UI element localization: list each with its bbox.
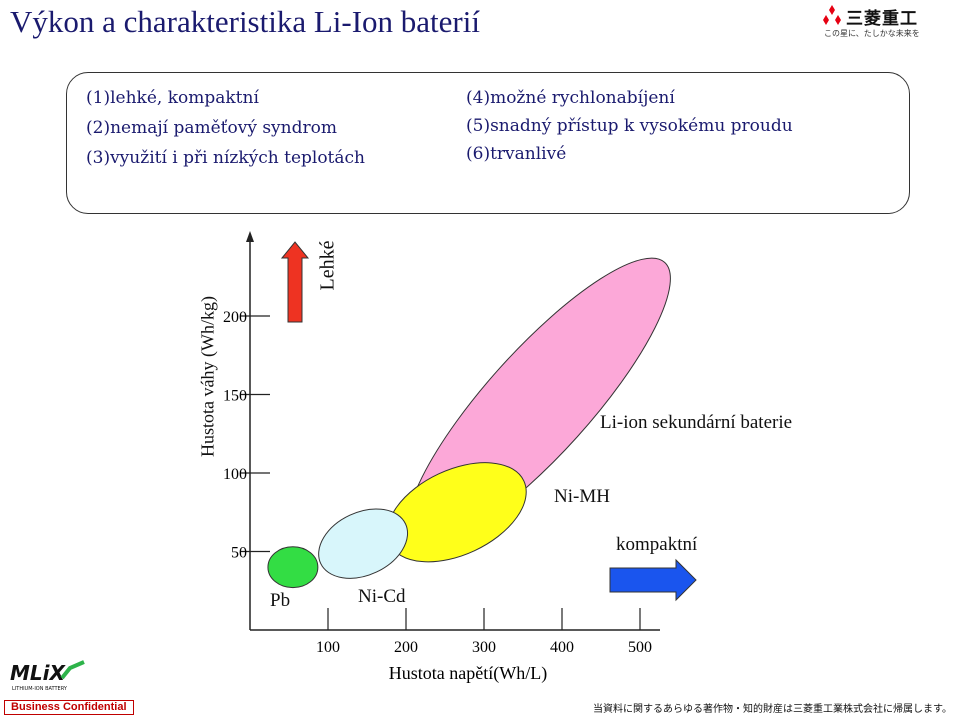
x-tick-label: 200 [394,639,418,656]
mlix-subtitle: LITHIUM-ION BATTERY [12,686,68,692]
series-region-ni-cd [318,508,409,579]
x-tick-label: 400 [550,639,574,656]
y-axis-label-wrap: Hustota váhy (Wh/kg) [188,296,268,457]
logo-tagline: この星に、たしかな未来を [824,29,920,38]
feature-item: (3)využití i při nízkých teplotách [86,148,365,168]
y-tick-label: 150 [223,388,247,405]
feature-item: (6)trvanlivé [466,144,567,164]
copyright-notice: 当資料に関するあらゆる著作物・知的財産は三菱重工業株式会社に帰属します。 [593,704,952,715]
confidential-badge: Business Confidential [4,700,134,715]
y-axis-label: Hustota váhy (Wh/kg) [197,296,218,457]
mlix-text: MLiX [10,661,67,685]
series-region-pb [267,546,319,589]
series-label-pb: Pb [270,590,291,611]
y-tick-label: 200 [223,309,247,326]
feature-item: (2)nemají paměťový syndrom [86,118,337,138]
x-tick-label: 500 [628,639,652,656]
mlix-swoosh-icon [60,660,85,680]
lehke-label-wrap: Lehké [317,241,358,291]
y-tick-label: 100 [223,466,247,483]
mhi-logo: 三菱重工 この星に、たしかな未来を [820,2,952,44]
up-arrow [280,241,310,323]
mlix-logo: MLiX LITHIUM-ION BATTERY [10,660,85,692]
right-arrow [609,558,697,602]
page-title: Výkon a charakteristika Li-Ion baterií [10,4,480,39]
series-label-nicd: Ni-Cd [358,586,406,607]
three-diamonds-icon [823,5,841,25]
logo-brand-text: 三菱重工 [846,9,918,29]
y-tick-label: 50 [231,545,247,562]
feature-item: (5)snadný přístup k vysokému proudu [466,116,793,136]
x-tick-label: 100 [316,639,340,656]
x-tick-label: 300 [472,639,496,656]
kompaktni-label: kompaktní [616,534,698,555]
series-label-li-ion: Li-ion sekundární baterie [600,412,793,433]
feature-item: (4)možné rychlonabíjení [466,88,675,108]
x-axis-label: Hustota napětí(Wh/L) [389,663,547,684]
y-axis-arrowhead [246,231,254,242]
feature-item: (1)lehké, kompaktní [86,88,259,108]
feature-box [66,72,910,214]
series-label-nimh: Ni-MH [554,486,610,507]
lehke-label: Lehké [316,240,339,291]
